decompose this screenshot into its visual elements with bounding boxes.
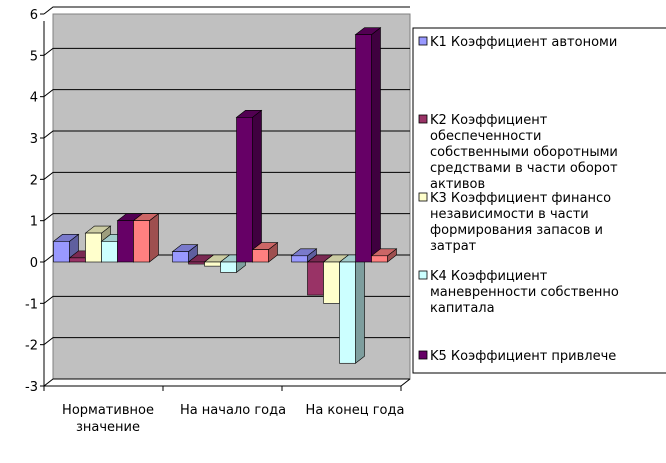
legend-label: K2 Коэффициент [430,113,548,128]
y-tick-label: 1 [30,215,38,230]
bar-front [339,261,356,364]
gridline [43,213,410,222]
legend-label: формирования запасов и [430,223,603,238]
y-tick-labels: 6 5 4 3 2 1 0 -1 -2 -3 [25,8,44,395]
bar-front [236,117,253,263]
bar-front [85,232,102,263]
bar-side [355,254,365,364]
bar [171,244,199,263]
bars [52,27,398,364]
y-tick-label: -3 [25,380,38,395]
bar-front [53,241,70,263]
legend-swatch [418,36,428,46]
bar-front [101,241,118,263]
bar [235,109,263,263]
bar [251,241,279,263]
legend-swatch [418,114,428,124]
y-tick-label: -2 [25,339,38,354]
x-category-label: На начало года [180,403,286,418]
bar [338,254,366,364]
legend-label: независимости в части [430,207,589,222]
legend-box [412,27,666,374]
legend: K1 Коэффициент автономи K2 Коэффициентобе… [412,27,666,374]
legend-label: собственными оборотными [430,145,618,160]
x-category-label: На конец года [306,403,405,418]
gridline [43,378,410,387]
legend-label: K5 Коэффициент привлече [430,349,616,364]
bar-front [204,261,221,267]
bar-side [252,109,262,263]
bar-front [371,255,388,263]
x-category-labels: Нормативное значение На начало года На коне… [62,403,404,435]
gridline [43,130,410,139]
bar-front [172,251,189,263]
y-tick-label: 3 [30,132,38,147]
gridline [43,295,410,304]
legend-swatch [418,192,428,202]
bar-front [117,220,134,263]
gridline [43,171,410,180]
legend-swatch [418,270,428,280]
bar-front [291,255,308,263]
x-category-label: значение [76,420,140,435]
gridline [43,89,410,98]
bar-front [355,34,372,263]
legend-swatch [418,350,428,360]
gridlines [43,6,410,387]
legend-label: капитала [430,301,495,316]
bar-front [188,261,205,265]
x-category-label: Нормативное [62,403,154,418]
gridline [43,47,410,56]
y-tick-label: 0 [30,256,38,271]
bar-front [307,261,324,296]
bar [370,248,398,263]
legend-label: K4 Коэффициент [430,269,548,284]
bar-front [69,257,86,263]
bar-front [133,220,150,263]
legend-label: K3 Коэффициент финансо [430,191,611,206]
bar-side [371,27,381,263]
gridline [43,254,410,263]
gridline [43,337,410,346]
bar-front [220,261,237,273]
legend-label: средствами в части оборот [430,161,618,176]
bar-front [252,249,269,263]
x-axis-depth-line [400,378,411,387]
bar [52,233,80,263]
bar-side [149,213,159,263]
legend-label: активов [430,177,485,192]
bar-front [323,261,340,304]
axes [43,21,411,391]
legend-label: обеспеченности [430,129,541,144]
y-tick-label: -1 [25,297,38,312]
bar [132,213,160,263]
y-tick-label: 5 [30,49,38,64]
legend-label: маневренности собственно [430,285,619,300]
y-tick-label: 4 [30,91,38,106]
y-tick-label: 6 [30,8,38,23]
legend-label: K1 Коэффициент автономи [430,35,617,50]
bar [290,248,318,263]
y-tick-label: 2 [30,173,38,188]
gridline [43,6,410,15]
bar [354,27,382,263]
legend-label: затрат [430,239,477,254]
